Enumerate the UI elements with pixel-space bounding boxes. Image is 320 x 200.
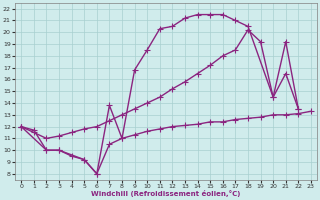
X-axis label: Windchill (Refroidissement éolien,°C): Windchill (Refroidissement éolien,°C) [92,190,241,197]
